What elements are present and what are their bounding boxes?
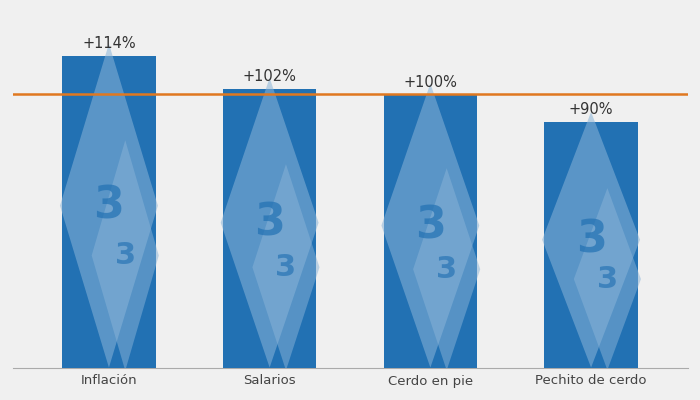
Polygon shape xyxy=(574,188,641,370)
Polygon shape xyxy=(382,84,480,368)
Text: 3: 3 xyxy=(415,204,446,247)
Text: 3: 3 xyxy=(575,218,606,261)
Polygon shape xyxy=(220,78,318,368)
Text: 3: 3 xyxy=(115,241,136,270)
Bar xyxy=(223,89,316,368)
Text: +100%: +100% xyxy=(403,74,457,90)
Text: +114%: +114% xyxy=(82,36,136,51)
Text: +90%: +90% xyxy=(569,102,613,117)
Text: 3: 3 xyxy=(275,253,297,282)
Bar xyxy=(62,56,155,368)
Polygon shape xyxy=(92,140,159,371)
Text: 3: 3 xyxy=(436,255,457,284)
Text: 3: 3 xyxy=(597,264,618,294)
Polygon shape xyxy=(253,164,319,370)
Text: 3: 3 xyxy=(94,184,125,227)
Text: +102%: +102% xyxy=(243,69,297,84)
Text: 3: 3 xyxy=(254,201,285,244)
Polygon shape xyxy=(542,112,640,368)
Bar xyxy=(384,94,477,368)
Polygon shape xyxy=(413,168,480,370)
Bar xyxy=(545,122,638,368)
Polygon shape xyxy=(60,44,158,368)
